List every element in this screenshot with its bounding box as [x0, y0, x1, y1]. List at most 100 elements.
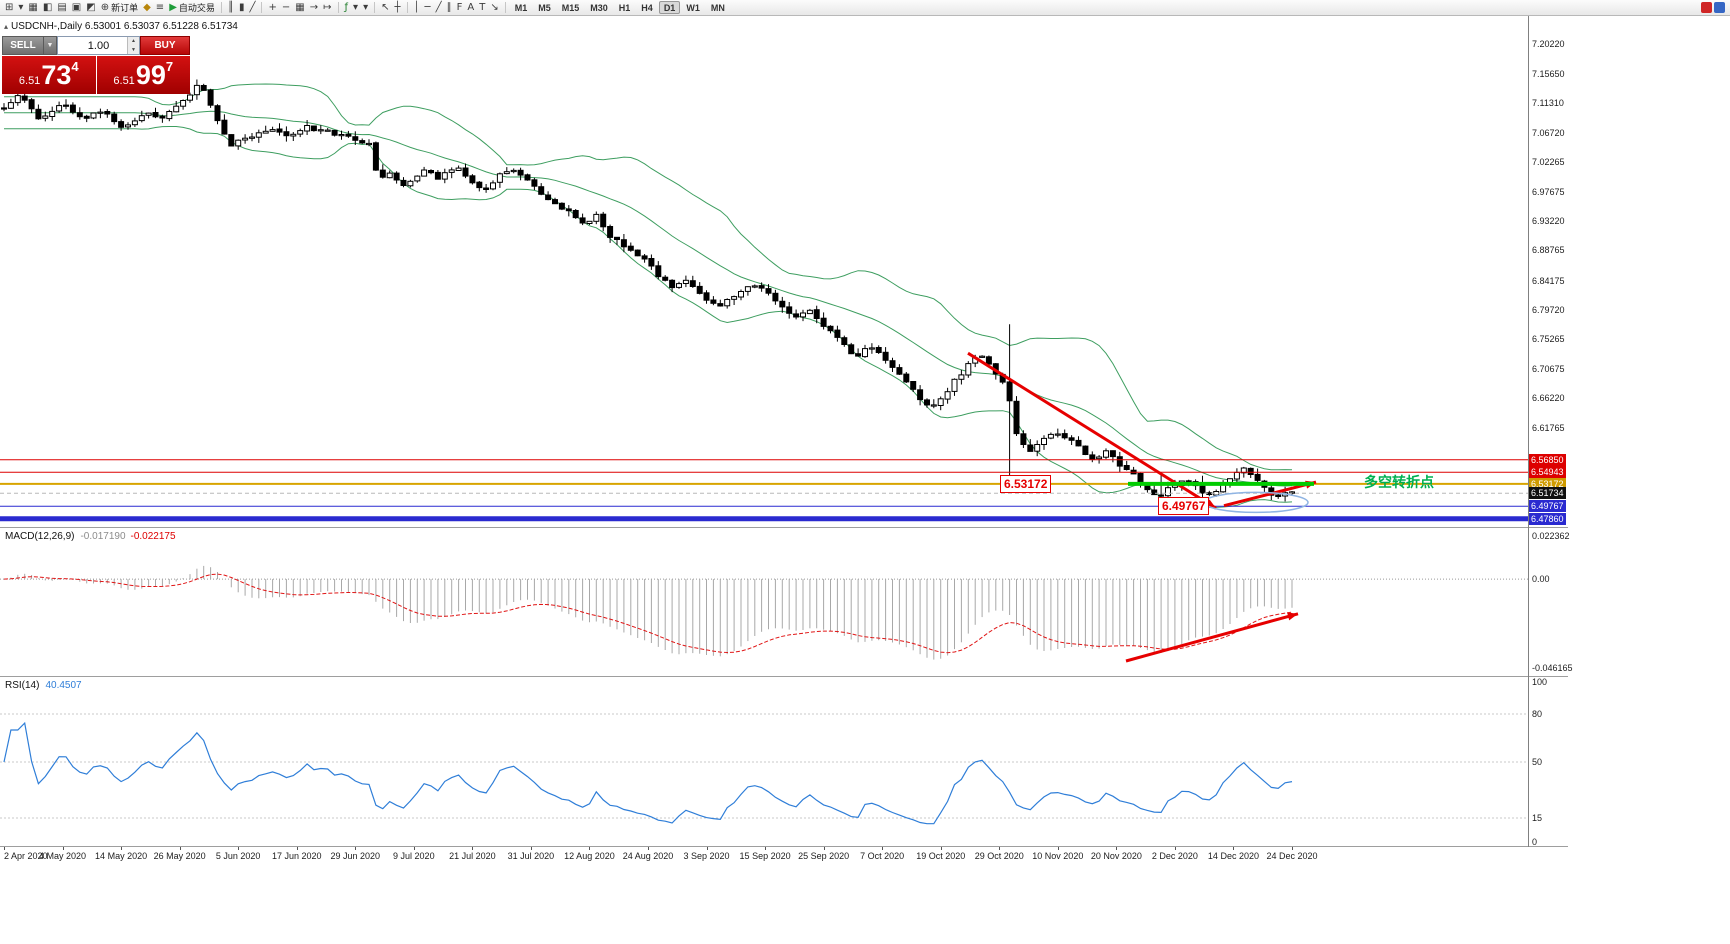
- arrow-objects-button[interactable]: ↘: [488, 1, 500, 15]
- periods-icon: ▾: [353, 1, 359, 13]
- text-icon: A: [467, 1, 475, 13]
- price-level-badge: 6.53172: [1529, 477, 1566, 490]
- timeframe-m5-button[interactable]: M5: [538, 3, 551, 13]
- timeframe-h1-button[interactable]: H1: [618, 3, 631, 13]
- volume-down-icon[interactable]: ▼: [128, 45, 139, 54]
- level-label-653172[interactable]: 6.53172: [1000, 474, 1052, 493]
- bar-chart-button[interactable]: ║: [226, 1, 236, 15]
- price-axis-tick: 7.06720: [1532, 127, 1565, 138]
- price-axis-tick: 6.93220: [1532, 216, 1565, 227]
- chart-shift-button[interactable]: ↦: [321, 1, 333, 15]
- price-axis-tick: 7.15650: [1532, 69, 1565, 80]
- text-button[interactable]: A: [465, 1, 476, 15]
- market-watch-button[interactable]: ▦: [26, 1, 39, 15]
- order-type-dropdown[interactable]: ▼: [44, 36, 57, 55]
- templates-button[interactable]: ▾: [361, 1, 370, 15]
- templates-icon: ▾: [363, 1, 369, 13]
- macd-canvas[interactable]: [0, 528, 1528, 676]
- autotrading-button[interactable]: ▶ 自动交易: [167, 1, 217, 15]
- time-axis-label: 14 Dec 2020: [1207, 851, 1259, 861]
- tile-windows-button[interactable]: ▦: [293, 1, 306, 15]
- price-axis-tick: 7.11310: [1532, 97, 1564, 108]
- timeframe-m15-button[interactable]: M15: [561, 3, 580, 13]
- chart-window: ▴ USDCNH-,Daily 6.53001 6.53037 6.51228 …: [0, 16, 1573, 864]
- timeframe-d1-button[interactable]: D1: [658, 1, 681, 14]
- timeframe-mn-button[interactable]: MN: [710, 3, 725, 13]
- crosshair-button[interactable]: ┼: [392, 1, 402, 15]
- toolbar-separator: [261, 2, 263, 13]
- buy-button[interactable]: BUY: [140, 36, 190, 55]
- time-axis-tick: [296, 847, 298, 850]
- timeframe-w1-button[interactable]: W1: [686, 3, 700, 13]
- price-axis-tick: 7.02265: [1532, 156, 1565, 167]
- time-axis[interactable]: 2 Apr 2020 4 May 2020 14 May 2020 26 May 20…: [0, 847, 1568, 864]
- news-status-icon[interactable]: [1714, 2, 1725, 13]
- options-button[interactable]: ≡: [154, 1, 166, 15]
- time-axis-tick: [1233, 847, 1235, 850]
- vertical-line-button[interactable]: │: [412, 1, 422, 15]
- chart-profiles-button[interactable]: ▾: [16, 1, 25, 15]
- time-axis-label: 19 Oct 2020: [916, 851, 966, 861]
- equidistant-channel-button[interactable]: ∥: [445, 1, 454, 15]
- timeframe-m30-button[interactable]: M30: [590, 3, 608, 13]
- navigator-button[interactable]: ▤: [55, 1, 68, 15]
- autotrading-icon: ▶: [169, 1, 177, 13]
- macd-label: MACD(12,26,9) -0.017190 -0.022175: [5, 531, 176, 542]
- macd-axis-tick: 0.00: [1532, 574, 1550, 585]
- price-chart-canvas[interactable]: [0, 16, 1528, 527]
- toolbar-status-icons: [1701, 2, 1725, 13]
- indicators-button[interactable]: ƒ: [343, 1, 351, 15]
- terminal-button[interactable]: ▣: [70, 1, 83, 15]
- metaeditor-button[interactable]: ◆: [141, 1, 153, 15]
- tile-windows-icon: ▦: [295, 1, 305, 13]
- macd-indicator-name: MACD(12,26,9): [5, 531, 75, 542]
- alert-status-icon[interactable]: [1701, 2, 1712, 13]
- navigator-icon: ▤: [57, 1, 67, 13]
- sell-price-display[interactable]: 6.51 73 4: [2, 56, 96, 94]
- time-axis-label: 25 Sep 2020: [798, 851, 850, 861]
- buy-price-big: 99: [135, 60, 166, 90]
- auto-scroll-button[interactable]: →: [308, 1, 320, 15]
- bar-chart-icon: ║: [227, 1, 234, 13]
- time-axis-label: 10 Nov 2020: [1032, 851, 1084, 861]
- new-chart-button[interactable]: ⊞: [3, 1, 15, 15]
- new-order-button[interactable]: ⊕ 新订单: [99, 1, 140, 15]
- timeframe-h4-button[interactable]: H4: [641, 3, 653, 13]
- rsi-axis-tick: 100: [1532, 677, 1548, 687]
- sell-button[interactable]: SELL: [2, 36, 44, 55]
- data-window-button[interactable]: ◧: [41, 1, 54, 15]
- turning-point-text[interactable]: 多空转折点: [1364, 474, 1434, 491]
- zoom-out-button[interactable]: −: [280, 1, 292, 15]
- trade-panel-controls: SELL ▼ 1.00 ▲ ▼ BUY: [2, 36, 190, 55]
- chart-profiles-icon: ▾: [18, 1, 24, 13]
- level-label-649767[interactable]: 6.49767: [1158, 497, 1210, 516]
- text-label-button[interactable]: T: [477, 1, 487, 15]
- zoom-in-button[interactable]: +: [266, 1, 278, 15]
- time-axis-tick: [530, 847, 532, 850]
- pane-separator[interactable]: [0, 527, 1568, 528]
- time-axis-label: 15 Sep 2020: [739, 851, 791, 861]
- pane-separator[interactable]: [0, 676, 1568, 677]
- fibonacci-retracement-button[interactable]: F: [455, 1, 465, 15]
- rsi-axis-tick: 15: [1532, 813, 1543, 823]
- price-axis[interactable]: 7.20220 7.15650 7.11310 7.06720 7.02265 6.976…: [1529, 16, 1573, 864]
- horizontal-line-button[interactable]: ─: [423, 1, 433, 15]
- buy-price-display[interactable]: 6.51 99 7: [96, 56, 190, 94]
- line-chart-button[interactable]: ╱: [247, 1, 257, 15]
- trade-panel-toggle-icon[interactable]: ▴: [4, 22, 9, 31]
- rsi-canvas[interactable]: [0, 677, 1528, 846]
- trendline-button[interactable]: ╱: [434, 1, 444, 15]
- chart-header: ▴ USDCNH-,Daily 6.53001 6.53037 6.51228 …: [4, 21, 238, 32]
- trade-panel-prices: 6.51 73 4 6.51 99 7: [2, 56, 190, 94]
- cursor-button[interactable]: ↖: [379, 1, 391, 15]
- volume-spinner[interactable]: ▲ ▼: [127, 37, 139, 54]
- time-axis-tick: [589, 847, 591, 850]
- timeframe-m1-button[interactable]: M1: [514, 3, 528, 13]
- periods-button[interactable]: ▾: [351, 1, 360, 15]
- volume-input[interactable]: 1.00 ▲ ▼: [57, 36, 140, 55]
- strategy-tester-button[interactable]: ◩: [84, 1, 97, 15]
- volume-up-icon[interactable]: ▲: [128, 37, 139, 46]
- candlestick-chart-button[interactable]: ▮: [237, 1, 247, 15]
- time-axis-label: 4 May 2020: [39, 851, 87, 861]
- price-axis-tick: 6.79720: [1532, 304, 1565, 315]
